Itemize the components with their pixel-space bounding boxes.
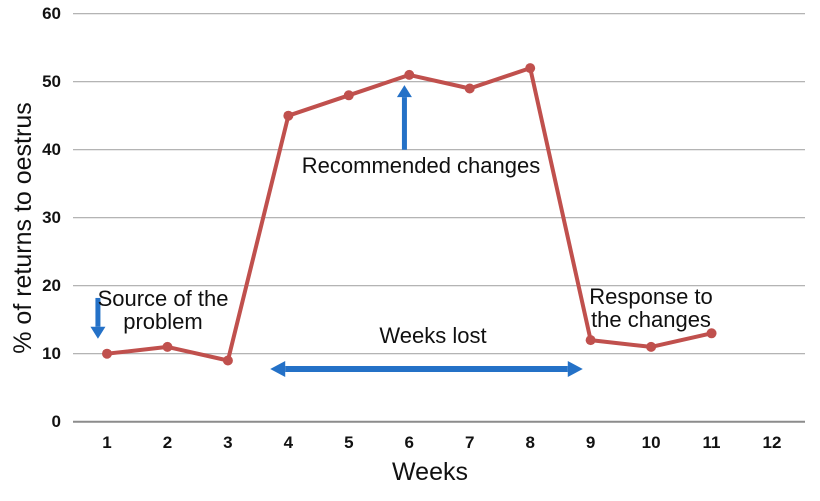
annotation-source-of-problem: Source of the problem	[97, 286, 229, 334]
arrowhead	[567, 361, 583, 377]
x-tick-label: 7	[464, 433, 475, 452]
x-tick-label: 12	[762, 433, 782, 452]
y-tick-label: 0	[51, 411, 61, 431]
x-tick-label: 2	[162, 433, 173, 452]
y-tick-label: 20	[42, 275, 61, 295]
y-tick-label: 10	[42, 343, 61, 363]
x-tick-label: 8	[525, 433, 535, 452]
data-point-week-1	[102, 348, 112, 359]
x-tick-label: 9	[585, 433, 596, 452]
data-point-week-2	[162, 341, 173, 352]
x-axis-title: Weeks	[392, 458, 468, 486]
data-point-week-4	[283, 110, 294, 121]
x-tick-label: 6	[404, 433, 414, 452]
x-tick-label: 1	[102, 433, 112, 452]
annotation-response-to-changes: Response to the changes	[589, 284, 713, 332]
data-point-week-6	[404, 69, 415, 80]
data-point-week-7	[464, 83, 475, 94]
annotation-weeks-lost: Weeks lost	[379, 323, 487, 348]
x-tick-label: 11	[702, 433, 721, 452]
data-point-week-9	[585, 335, 596, 346]
arrowhead	[396, 85, 412, 98]
data-point-week-11	[706, 328, 717, 339]
data-point-week-8	[525, 63, 536, 74]
y-tick-label: 60	[42, 3, 61, 23]
x-tick-label: 10	[641, 433, 661, 452]
y-tick-label: 50	[42, 71, 61, 91]
y-tick-label: 30	[42, 207, 61, 227]
x-tick-label: 5	[344, 433, 354, 452]
y-tick-label: 40	[42, 139, 61, 159]
annotation-recommended-changes: Recommended changes	[301, 153, 541, 178]
x-tick-label: 4	[283, 433, 294, 452]
arrowhead	[90, 326, 106, 339]
data-point-week-3	[222, 355, 233, 366]
data-point-week-5	[343, 90, 354, 101]
x-tick-label: 3	[223, 433, 233, 452]
y-axis-title: % of returns to oestrus	[9, 102, 37, 354]
arrowhead	[270, 361, 286, 377]
data-point-week-10	[646, 341, 657, 352]
